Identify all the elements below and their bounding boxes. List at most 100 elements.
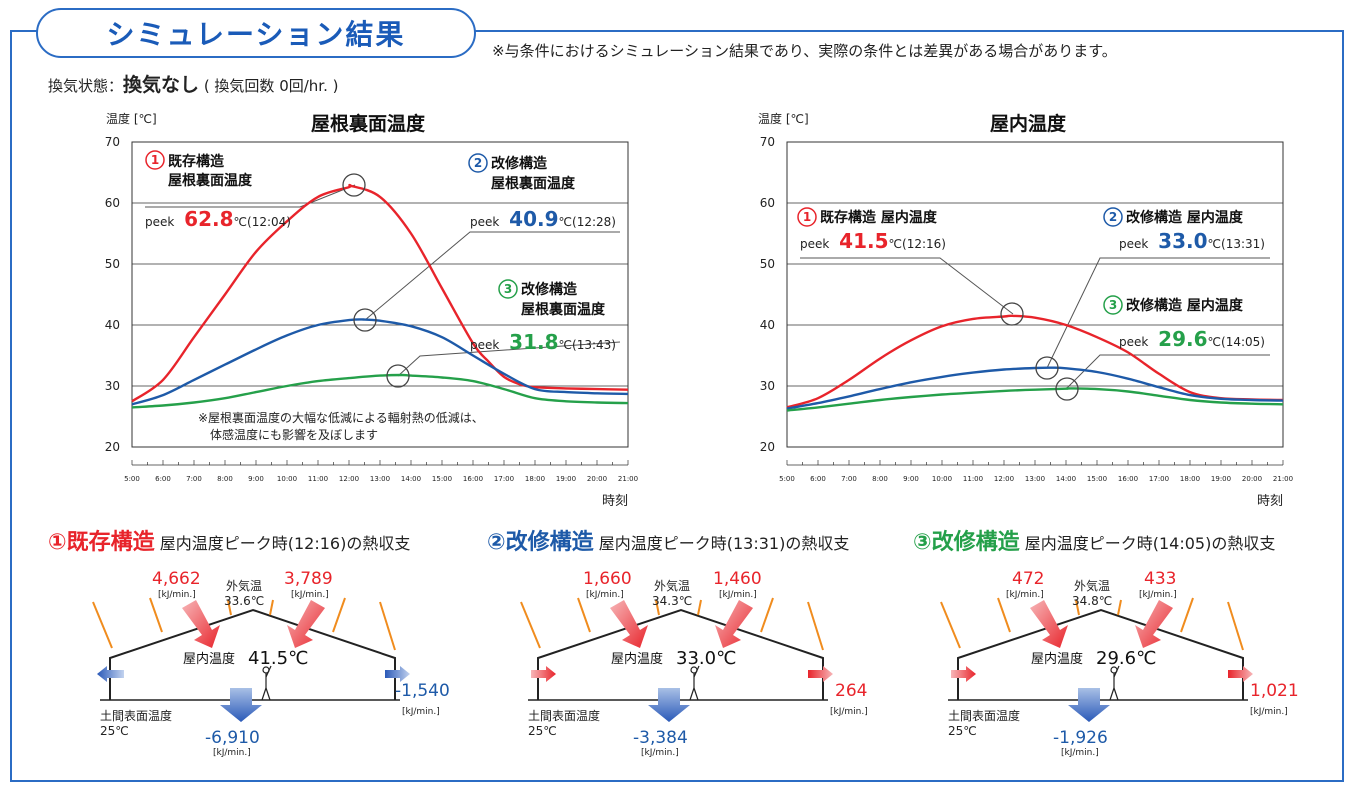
x-tick-label: 7:00 (186, 475, 202, 483)
x-tick-label: 17:00 (494, 475, 514, 483)
floor-unit: [kJ/min.] (213, 748, 251, 758)
hb-desc: 屋内温度ピーク時(14:05)の熱収支 (1024, 534, 1276, 553)
y-tick-label: 70 (760, 135, 775, 149)
roof-value-right: 1,460 (713, 569, 762, 589)
svg-text:peek 33.0℃(13:31): peek 33.0℃(13:31) (1119, 229, 1265, 253)
roof-unit-left: [kJ/min.] (1006, 590, 1044, 600)
y-tick-label: 20 (105, 440, 120, 454)
x-tick-label: 6:00 (810, 475, 826, 483)
peek-value: 62.8 (184, 207, 233, 231)
indoor-label: 屋内温度 (183, 651, 235, 667)
peek-label: peek (145, 215, 174, 229)
x-tick-label: 10:00 (932, 475, 952, 483)
roof-unit-right: [kJ/min.] (291, 590, 329, 600)
callout-line-2 (364, 231, 620, 321)
hb-num: ① (48, 530, 67, 555)
series-line (786, 366, 1284, 410)
floor-unit: [kJ/min.] (641, 748, 679, 758)
hb-desc: 屋内温度ピーク時(13:31)の熱収支 (598, 534, 850, 553)
roof-unit-left: [kJ/min.] (158, 590, 196, 600)
indoor-label: 屋内温度 (611, 651, 663, 667)
hb-num: ③ (913, 530, 932, 555)
svg-text:peek 31.8℃(13:43): peek 31.8℃(13:43) (470, 330, 616, 354)
sun-ray (269, 599, 274, 616)
floor-value: -3,384 (633, 728, 688, 748)
disclaimer-note: ※与条件におけるシミュレーション結果であり、実際の条件とは差異がある場合がありま… (492, 42, 1117, 60)
series-line (131, 183, 629, 403)
page-title: シミュレーション結果 (36, 8, 476, 58)
peak-marker-1 (1000, 302, 1024, 326)
roof-heat-arrow-right (287, 600, 325, 648)
svg-text:1: 1 (803, 210, 811, 224)
roof-value-left: 4,662 (152, 569, 201, 589)
roof-value-left: 472 (1012, 569, 1044, 589)
x-tick-label: 14:00 (401, 475, 421, 483)
condition-value: 換気なし (123, 74, 200, 96)
ground-temp: 25℃ (100, 724, 129, 738)
sun-ray (520, 601, 541, 649)
person-icon (261, 665, 272, 701)
peak-marker-2 (1035, 356, 1059, 380)
peak-marker-3 (1055, 377, 1079, 401)
sun-ray (1227, 601, 1244, 651)
x-tick-label: 19:00 (556, 475, 576, 483)
peek-time: (13:31) (1221, 237, 1265, 251)
x-tick-label: 10:00 (277, 475, 297, 483)
sun-ray (655, 599, 660, 616)
x-tick-label: 5:00 (124, 475, 140, 483)
annotation-line2: 屋根裏面温度 (491, 175, 576, 192)
annotation-3: 3 ③ 改修構造 屋内温度 peek 29.6℃(14:05) (1103, 295, 1265, 351)
peek-unit: ℃ (1208, 237, 1221, 251)
svg-text:1: 1 (151, 153, 159, 167)
sun-ray (760, 597, 774, 633)
y-tick-label: 30 (760, 379, 775, 393)
svg-text:3: 3 (1109, 298, 1117, 312)
roof-value-right: 3,789 (284, 569, 333, 589)
x-tick-label: 20:00 (587, 475, 607, 483)
sun-ray (940, 601, 961, 649)
hb-name: 改修構造 (505, 530, 594, 555)
annotation-1: 1 ① 既存構造 屋内温度 peek 41.5℃(12:16) (797, 207, 946, 253)
series-line (131, 373, 629, 409)
x-tick-label: 21:00 (1273, 475, 1293, 483)
peak-marker-2 (353, 308, 377, 332)
person-icon (1109, 665, 1120, 701)
wall-heat-arrow-right (385, 666, 410, 682)
sun-ray (149, 597, 163, 633)
heat-balance-title-1: ①既存構造 屋内温度ピーク時(12:16)の熱収支 (48, 524, 410, 556)
x-tick-label: 6:00 (155, 475, 171, 483)
x-tick-label: 7:00 (841, 475, 857, 483)
y-axis-label: 温度 [℃] (758, 111, 809, 126)
annotation-line1: 既存構造 (168, 153, 224, 170)
peek-label: peek (1119, 237, 1148, 251)
indoor-label: 屋内温度 (1031, 651, 1083, 667)
sun-ray (379, 601, 396, 651)
floor-heat-arrow (220, 688, 262, 722)
peak-marker-3 (386, 364, 410, 388)
annotation-line1: 改修構造 (491, 155, 547, 172)
wall-value: -1,540 (395, 681, 450, 701)
svg-text:peek 62.8℃(12:04): peek 62.8℃(12:04) (145, 207, 291, 231)
y-tick-label: 40 (760, 318, 775, 332)
peek-label: peek (800, 237, 829, 251)
callout-line-2 (1046, 257, 1270, 369)
x-tick-label: 15:00 (432, 475, 452, 483)
svg-text:peek 29.6℃(14:05): peek 29.6℃(14:05) (1119, 327, 1265, 351)
ground-temp: 25℃ (948, 724, 977, 738)
annotation-3: 3 ③ 改修構造 屋根裏面温度 peek 31.8℃(13:43) (470, 279, 616, 354)
roof-heat-arrow-right (715, 600, 753, 648)
x-tick-label: 5:00 (779, 475, 795, 483)
roof-heat-arrow-left (1030, 600, 1068, 648)
x-tick-label: 21:00 (618, 475, 638, 483)
x-tick-label: 15:00 (1087, 475, 1107, 483)
hb-name: 改修構造 (931, 530, 1020, 555)
floor-value: -1,926 (1053, 728, 1108, 748)
x-tick-label: 8:00 (217, 475, 233, 483)
peek-label: peek (470, 338, 499, 352)
svg-text:2: 2 (1109, 210, 1117, 224)
x-tick-label: 13:00 (1025, 475, 1045, 483)
wall-heat-arrow-left (951, 666, 976, 682)
y-tick-label: 60 (760, 196, 775, 210)
outside-temp: 34.3℃ (652, 594, 692, 608)
peek-time: (14:05) (1221, 335, 1265, 349)
